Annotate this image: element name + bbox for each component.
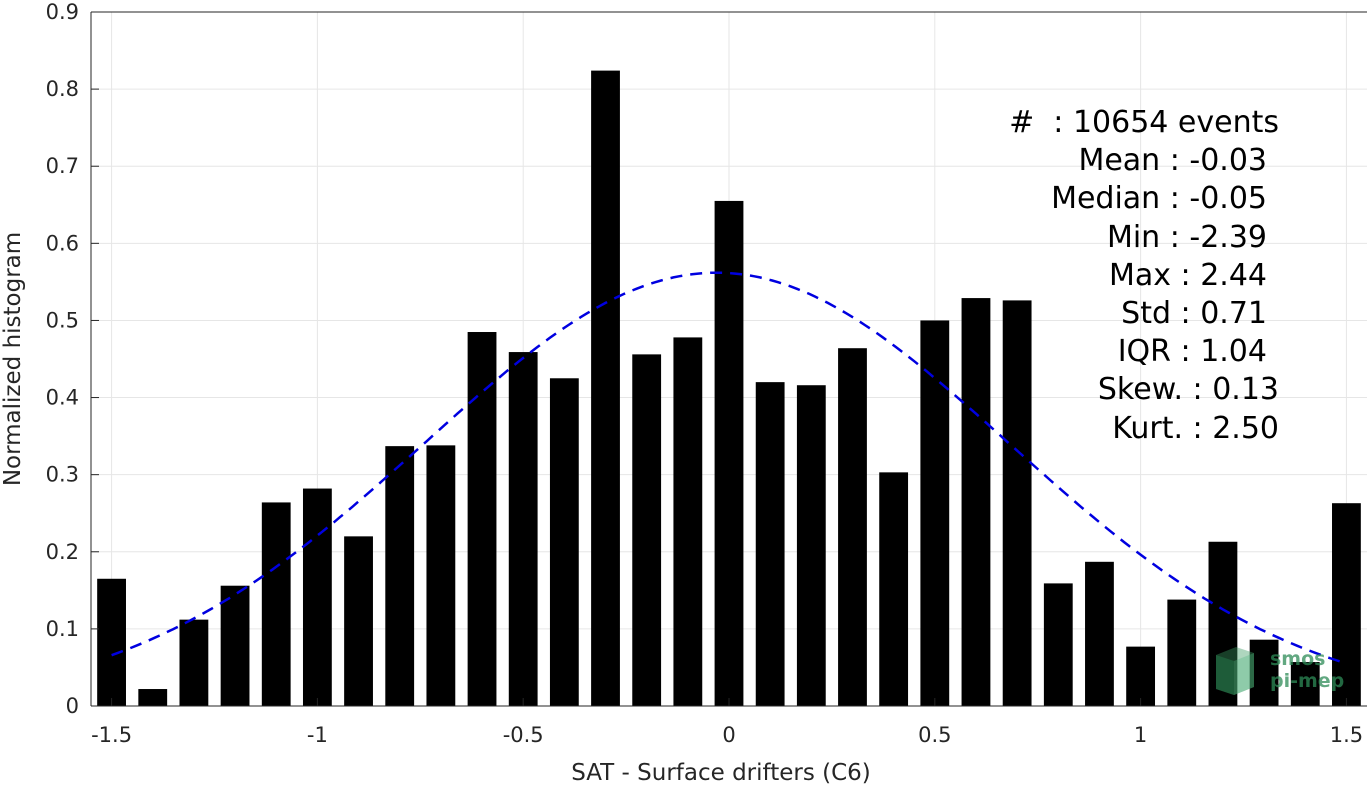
histogram-bar: [179, 619, 209, 706]
histogram-bar: [920, 320, 950, 706]
histogram-bar: [220, 585, 250, 706]
y-tick-label: 0.1: [46, 617, 79, 641]
stat-kurt: Kurt. : 2.50: [1112, 410, 1279, 446]
histogram-bar: [961, 298, 991, 706]
y-tick-label: 0.8: [46, 77, 79, 101]
x-tick-label: 1.5: [1330, 723, 1363, 747]
histogram-bar: [673, 337, 703, 706]
stat-min: Min : -2.39: [1106, 219, 1267, 255]
stat-max: Max : 2.44: [1109, 257, 1267, 293]
histogram-bar: [796, 385, 826, 706]
histogram-bar: [138, 689, 168, 706]
y-tick-label: 0.2: [46, 540, 79, 564]
histogram-bar: [467, 332, 497, 706]
y-tick-label: 0.9: [46, 0, 79, 24]
histogram-bar: [879, 472, 909, 706]
stat-skew: Skew. : 0.13: [1097, 372, 1279, 408]
histogram-bar: [1249, 639, 1279, 706]
y-tick-label: 0.4: [46, 386, 79, 410]
y-tick-label: 0: [66, 694, 79, 718]
histogram-bar: [1043, 583, 1073, 706]
histogram-bar: [97, 578, 126, 706]
y-tick-label: 0.6: [46, 231, 79, 255]
histogram-bar: [838, 348, 867, 706]
y-axis-label: Normalized histogram: [0, 232, 26, 486]
stat-events: # : 10654 events: [1009, 105, 1279, 140]
stat-std: Std : 0.71: [1121, 296, 1267, 332]
smos-pimep-logo: smos pi-mep: [1216, 647, 1344, 695]
histogram-bar: [344, 536, 373, 706]
histogram-bar: [508, 352, 538, 706]
x-tick-label: 0.5: [918, 723, 951, 747]
histogram-bar: [549, 378, 579, 706]
histogram-bar: [632, 354, 662, 706]
y-tick-label: 0.7: [46, 154, 79, 178]
histogram-bar: [1290, 662, 1320, 706]
stat-iqr: IQR : 1.04: [1117, 334, 1267, 370]
histogram-bar: [1332, 503, 1361, 706]
logo-cube-icon: [1216, 647, 1254, 695]
x-tick-label: 1: [1134, 723, 1147, 747]
histogram-bar: [714, 200, 744, 706]
histogram-bar: [755, 382, 785, 706]
y-tick-label: 0.5: [46, 308, 79, 332]
histogram-bar: [1085, 561, 1114, 706]
histogram-bar: [426, 445, 456, 706]
y-tick-label: 0.3: [46, 463, 79, 487]
histogram-bar: [591, 70, 620, 707]
histogram-bar: [302, 488, 332, 706]
histogram-bar: [385, 446, 415, 706]
x-tick-label: 0: [722, 723, 735, 747]
x-tick-label: -1.5: [91, 723, 132, 747]
x-axis-label: SAT - Surface drifters (C6): [571, 760, 871, 785]
normal-fit-curve: [111, 271, 1347, 665]
histogram-bar: [261, 502, 291, 706]
x-tick-label: -1: [307, 723, 328, 747]
logo-text-smos: smos: [1270, 648, 1325, 670]
histogram-bar: [1002, 300, 1032, 706]
histogram-bar: [1167, 599, 1197, 706]
logo-text-pimep: pi-mep: [1270, 670, 1344, 692]
stat-mean: Mean : -0.03: [1078, 143, 1267, 179]
histogram-bar: [1126, 646, 1156, 706]
statistics-box: # : 10654 events Mean : -0.03 Median : -…: [1009, 104, 1279, 448]
stat-median: Median : -0.05: [1051, 181, 1267, 217]
x-tick-label: -0.5: [503, 723, 544, 747]
